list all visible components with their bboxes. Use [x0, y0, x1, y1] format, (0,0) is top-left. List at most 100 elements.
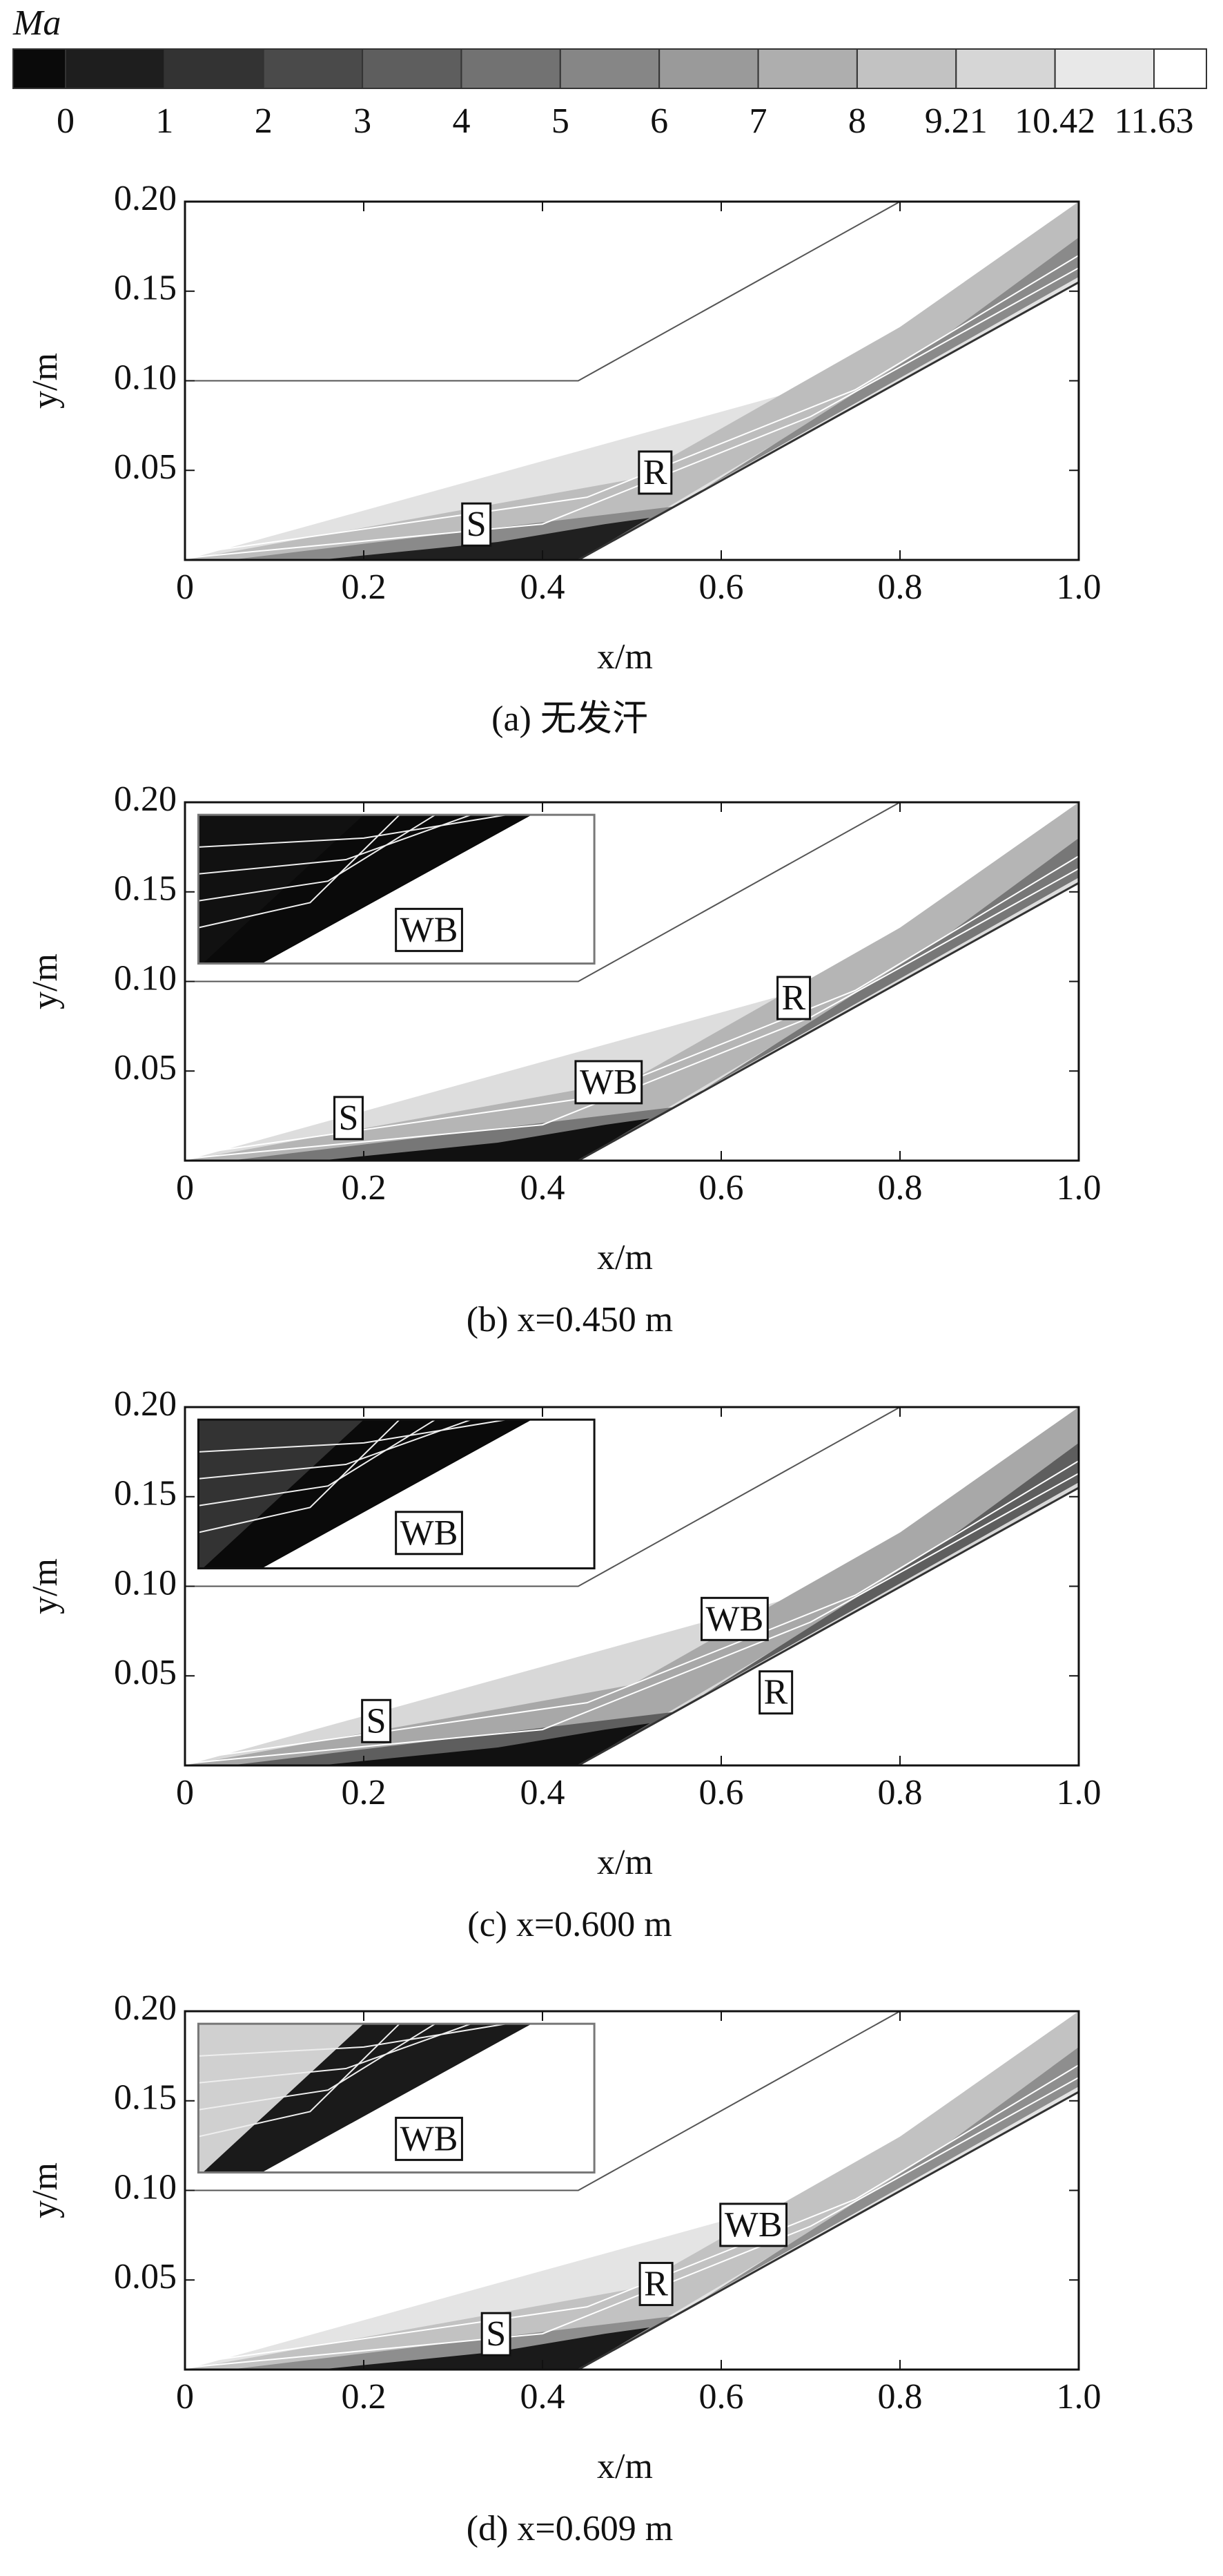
y-axis-label: y/m [26, 2162, 65, 2218]
y-tick-label: 0.05 [114, 2257, 177, 2296]
caption: (b) x=0.450 m [467, 1300, 673, 1339]
wall-line [578, 1486, 1079, 1767]
colorbar-swatch [362, 48, 462, 89]
y-axis-label: y/m [26, 953, 65, 1009]
boundary-layer [319, 2327, 650, 2370]
x-axis-label: x/m [597, 1238, 653, 1277]
annotation-box [480, 2312, 511, 2356]
y-tick-label: 0.15 [114, 2078, 177, 2118]
colorbar-swatch [1153, 48, 1207, 89]
colorbar-tick-label: 2 [255, 101, 273, 141]
y-tick-label: 0.20 [114, 179, 177, 218]
panel: 0 0.2 0.4 0.6 0.8 1.0 0.05 0.10 0.15 0.20 x/m y/m (d… [26, 1988, 1102, 2548]
colorbar-tick-label: 5 [551, 101, 569, 141]
inset-streamline [198, 2023, 400, 2138]
annotation-box [395, 2116, 463, 2161]
inset-streamline [198, 1419, 471, 1480]
inset-frame [197, 813, 596, 965]
annotation: WB [725, 2205, 783, 2245]
x-tick-label: 0.6 [699, 1773, 744, 1812]
cowl-line [185, 1406, 901, 1587]
x-tick-label: 0.4 [520, 1168, 565, 1208]
panel: 0 0.2 0.4 0.6 0.8 1.0 0.05 0.10 0.15 0.20 x/m y/m (b… [26, 779, 1102, 1339]
wall-line [578, 2091, 1079, 2371]
x-axis-label: x/m [597, 637, 653, 677]
streamline [184, 2064, 1079, 2365]
annotation: WB [400, 2119, 458, 2158]
caption: (d) x=0.609 m [467, 2509, 673, 2548]
inset-streamline [198, 2023, 471, 2084]
y-axis-label: y/m [26, 1558, 65, 1614]
annotation-box [638, 450, 673, 495]
y-tick-label: 0.10 [114, 958, 177, 998]
x-tick-label: 0 [176, 568, 194, 607]
x-tick-label: 0.2 [342, 568, 387, 607]
colorbar-swatch [955, 48, 1056, 89]
colorbar-swatch [262, 48, 364, 89]
streamline [184, 1473, 1079, 1765]
colorbar-swatch [12, 48, 66, 89]
wall-line [578, 281, 1079, 561]
annotation-box [361, 1698, 392, 1743]
panel: 0 0.2 0.4 0.6 0.8 1.0 0.05 0.10 0.15 0.20 x/m y/m (c… [26, 1384, 1102, 1944]
annotation: S [467, 505, 487, 544]
colorbar-swatch [856, 48, 957, 89]
streamline [184, 267, 1079, 559]
annotation-box [719, 2202, 788, 2247]
y-tick-label: 0.05 [114, 1048, 177, 1087]
annotation: S [486, 2314, 506, 2354]
colorbar-tick-label: 7 [750, 101, 767, 141]
x-axis-label: x/m [597, 1843, 653, 1882]
colorbar-tick-label: 4 [452, 101, 470, 141]
colorbar-tick-label: 8 [848, 101, 866, 141]
annotation-box [395, 1511, 463, 1556]
colorbar-swatch [757, 48, 858, 89]
y-tick-label: 0.10 [114, 2167, 177, 2207]
colorbar-tick-label: 3 [353, 101, 371, 141]
boundary-layer [319, 518, 650, 560]
colorbar-swatch [164, 48, 264, 89]
cowl-line [185, 2011, 901, 2191]
y-tick-label: 0.15 [114, 869, 177, 909]
annotation: R [644, 2265, 668, 2304]
inset-band [202, 815, 532, 964]
annotation: S [339, 1098, 359, 1138]
y-tick-label: 0.20 [114, 779, 177, 819]
x-tick-label: 0 [176, 2377, 194, 2417]
x-tick-label: 0.6 [699, 568, 744, 607]
annotation: R [643, 453, 667, 492]
colorbar-swatch [460, 48, 561, 89]
streamline [184, 868, 1079, 1160]
wall-line [578, 882, 1079, 1162]
annotation: WB [400, 1513, 458, 1553]
annotation-box [759, 1670, 794, 1715]
colorbar-tick-label: 1 [155, 101, 173, 141]
y-tick-label: 0.15 [114, 1474, 177, 1513]
caption: (a) 无发汗 [491, 699, 648, 739]
y-tick-label: 0.15 [114, 269, 177, 308]
panel: 0 0.2 0.4 0.6 0.8 1.0 0.05 0.10 0.15 0.20 x/m y/m (a… [26, 179, 1102, 739]
x-tick-label: 0.6 [699, 1168, 744, 1208]
x-tick-label: 0.4 [520, 568, 565, 607]
y-tick-label: 0.10 [114, 358, 177, 397]
x-tick-label: 0.8 [878, 1773, 923, 1812]
colorbar-tick-label: 6 [650, 101, 668, 141]
x-tick-label: 0.8 [878, 2377, 923, 2417]
colorbar-swatch [1054, 48, 1155, 89]
boundary-layer [319, 1723, 650, 1765]
x-tick-label: 0 [176, 1168, 194, 1208]
inset-frame [197, 1418, 596, 1570]
annotation-box [395, 907, 463, 952]
y-tick-label: 0.20 [114, 1988, 177, 2028]
x-tick-label: 0.4 [520, 2377, 565, 2417]
inset-band [202, 1420, 532, 1569]
x-tick-label: 1.0 [1057, 2377, 1102, 2417]
y-tick-label: 0.05 [114, 447, 177, 487]
annotation: WB [706, 1599, 764, 1638]
x-tick-label: 0.4 [520, 1773, 565, 1812]
annotation-box [638, 2262, 674, 2307]
x-tick-label: 0.2 [342, 2377, 387, 2417]
inset-streamline [198, 1419, 507, 1453]
x-tick-label: 1.0 [1057, 1773, 1102, 1812]
